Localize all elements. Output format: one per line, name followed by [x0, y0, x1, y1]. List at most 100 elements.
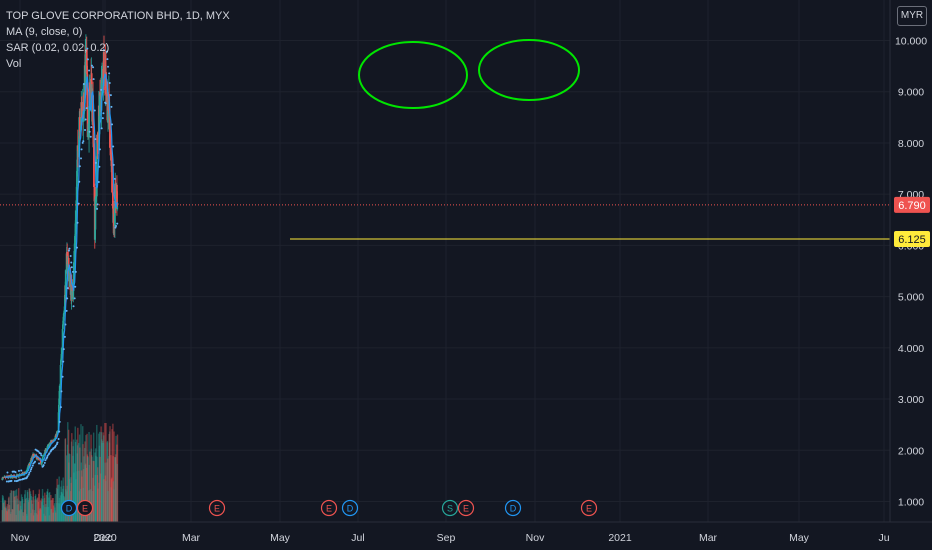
volume-bar — [78, 470, 80, 522]
volume-bar — [18, 510, 21, 522]
volume-bar — [59, 503, 61, 522]
volume-bar — [95, 455, 97, 522]
ma-indicator-label[interactable]: MA (9, close, 0) — [6, 26, 83, 38]
sar-dot — [93, 109, 96, 112]
sar-dot — [68, 247, 71, 250]
price-tick-label: 10.000 — [895, 36, 927, 48]
candle-body — [1, 477, 4, 480]
sar-dot — [94, 161, 97, 164]
candle-body — [57, 412, 60, 432]
candle-body — [43, 452, 46, 455]
volume-bar — [97, 488, 99, 522]
sar-dot — [28, 471, 31, 474]
volume-bar — [12, 490, 15, 522]
event-marker-label: S — [447, 504, 453, 514]
top-annotation-circle-2 — [478, 39, 580, 101]
candle-body — [99, 92, 101, 94]
candle-body — [26, 470, 28, 471]
candle-body — [93, 143, 95, 188]
volume-bar — [20, 509, 22, 522]
volume-bar — [86, 455, 89, 522]
volume-bar — [6, 504, 9, 522]
volume-bar — [112, 481, 115, 522]
volume-bar — [73, 463, 76, 522]
parabolic-sar-dots — [5, 47, 119, 483]
candle-body — [98, 92, 101, 116]
volume-bar — [96, 456, 98, 522]
volume-bar — [57, 503, 60, 522]
sar-dot — [86, 58, 89, 61]
volume-bar — [75, 479, 77, 522]
event-marker-label: D — [66, 504, 73, 514]
sar-indicator-label[interactable]: SAR (0.02, 0.02, 0.2) — [6, 42, 110, 54]
volume-bar — [80, 470, 83, 522]
volume-bar — [3, 499, 6, 522]
volume-bar — [44, 507, 46, 522]
sar-dot — [90, 126, 93, 129]
volume-bar — [109, 426, 111, 522]
sar-dot — [29, 470, 32, 473]
volume-bar — [10, 511, 12, 522]
sar-dot — [112, 163, 115, 166]
sar-dot — [85, 107, 88, 110]
sar-dot — [30, 466, 33, 469]
last-price-badge: 6.790 — [894, 196, 930, 213]
volume-bar — [16, 498, 19, 522]
candle-body — [41, 458, 44, 463]
sar-dot — [104, 102, 107, 105]
volume-bar — [40, 498, 43, 522]
sar-dot — [46, 456, 49, 459]
volume-bar — [71, 433, 73, 522]
sar-dot — [115, 225, 118, 228]
event-marker-d: D — [504, 499, 522, 517]
volume-bar — [76, 471, 78, 522]
candle-body — [61, 328, 64, 349]
volume-bar — [46, 488, 49, 522]
volume-bar — [17, 488, 20, 522]
volume-bar — [102, 442, 105, 522]
volume-bar — [59, 495, 62, 522]
volume-bar — [68, 462, 70, 522]
volume-bar — [38, 510, 40, 522]
candle-body — [94, 198, 97, 230]
volume-bar — [41, 488, 44, 522]
volume-bar — [28, 488, 31, 522]
volume-bar — [98, 433, 100, 522]
sar-dot — [6, 471, 9, 474]
volume-bar — [40, 501, 43, 522]
volume-bar — [53, 503, 56, 522]
candle-body — [82, 95, 85, 112]
sar-dot — [108, 72, 111, 75]
volume-indicator-label[interactable]: Vol — [6, 58, 22, 70]
candle-body — [46, 446, 49, 447]
volume-bar — [6, 506, 8, 522]
event-marker-e: E — [76, 499, 94, 517]
sar-dot — [72, 305, 75, 308]
volume-bar — [100, 473, 102, 522]
time-tick-label: May — [270, 532, 291, 544]
sar-dot — [80, 148, 83, 151]
event-marker-label: E — [214, 504, 220, 514]
candle-body — [38, 458, 40, 460]
volume-bar — [92, 432, 95, 522]
chart-title: TOP GLOVE CORPORATION BHD, 1D, MYX — [6, 10, 230, 22]
event-marker-label: D — [510, 504, 517, 514]
currency-label[interactable]: MYR — [897, 6, 927, 26]
support-price-label: 6.125 — [898, 234, 926, 246]
volume-bar — [36, 514, 39, 522]
sar-dot — [80, 157, 83, 160]
volume-bar — [110, 479, 113, 522]
volume-bar — [46, 491, 49, 522]
sar-dot — [74, 270, 77, 273]
sar-dot — [78, 165, 81, 168]
volume-bar — [52, 512, 55, 522]
volume-bar — [60, 480, 63, 522]
volume-bar — [58, 497, 61, 522]
volume-bar — [25, 497, 28, 522]
volume-bar — [56, 478, 58, 522]
volume-bar — [82, 444, 84, 522]
candle-body — [2, 477, 5, 479]
volume-bar — [9, 493, 12, 522]
